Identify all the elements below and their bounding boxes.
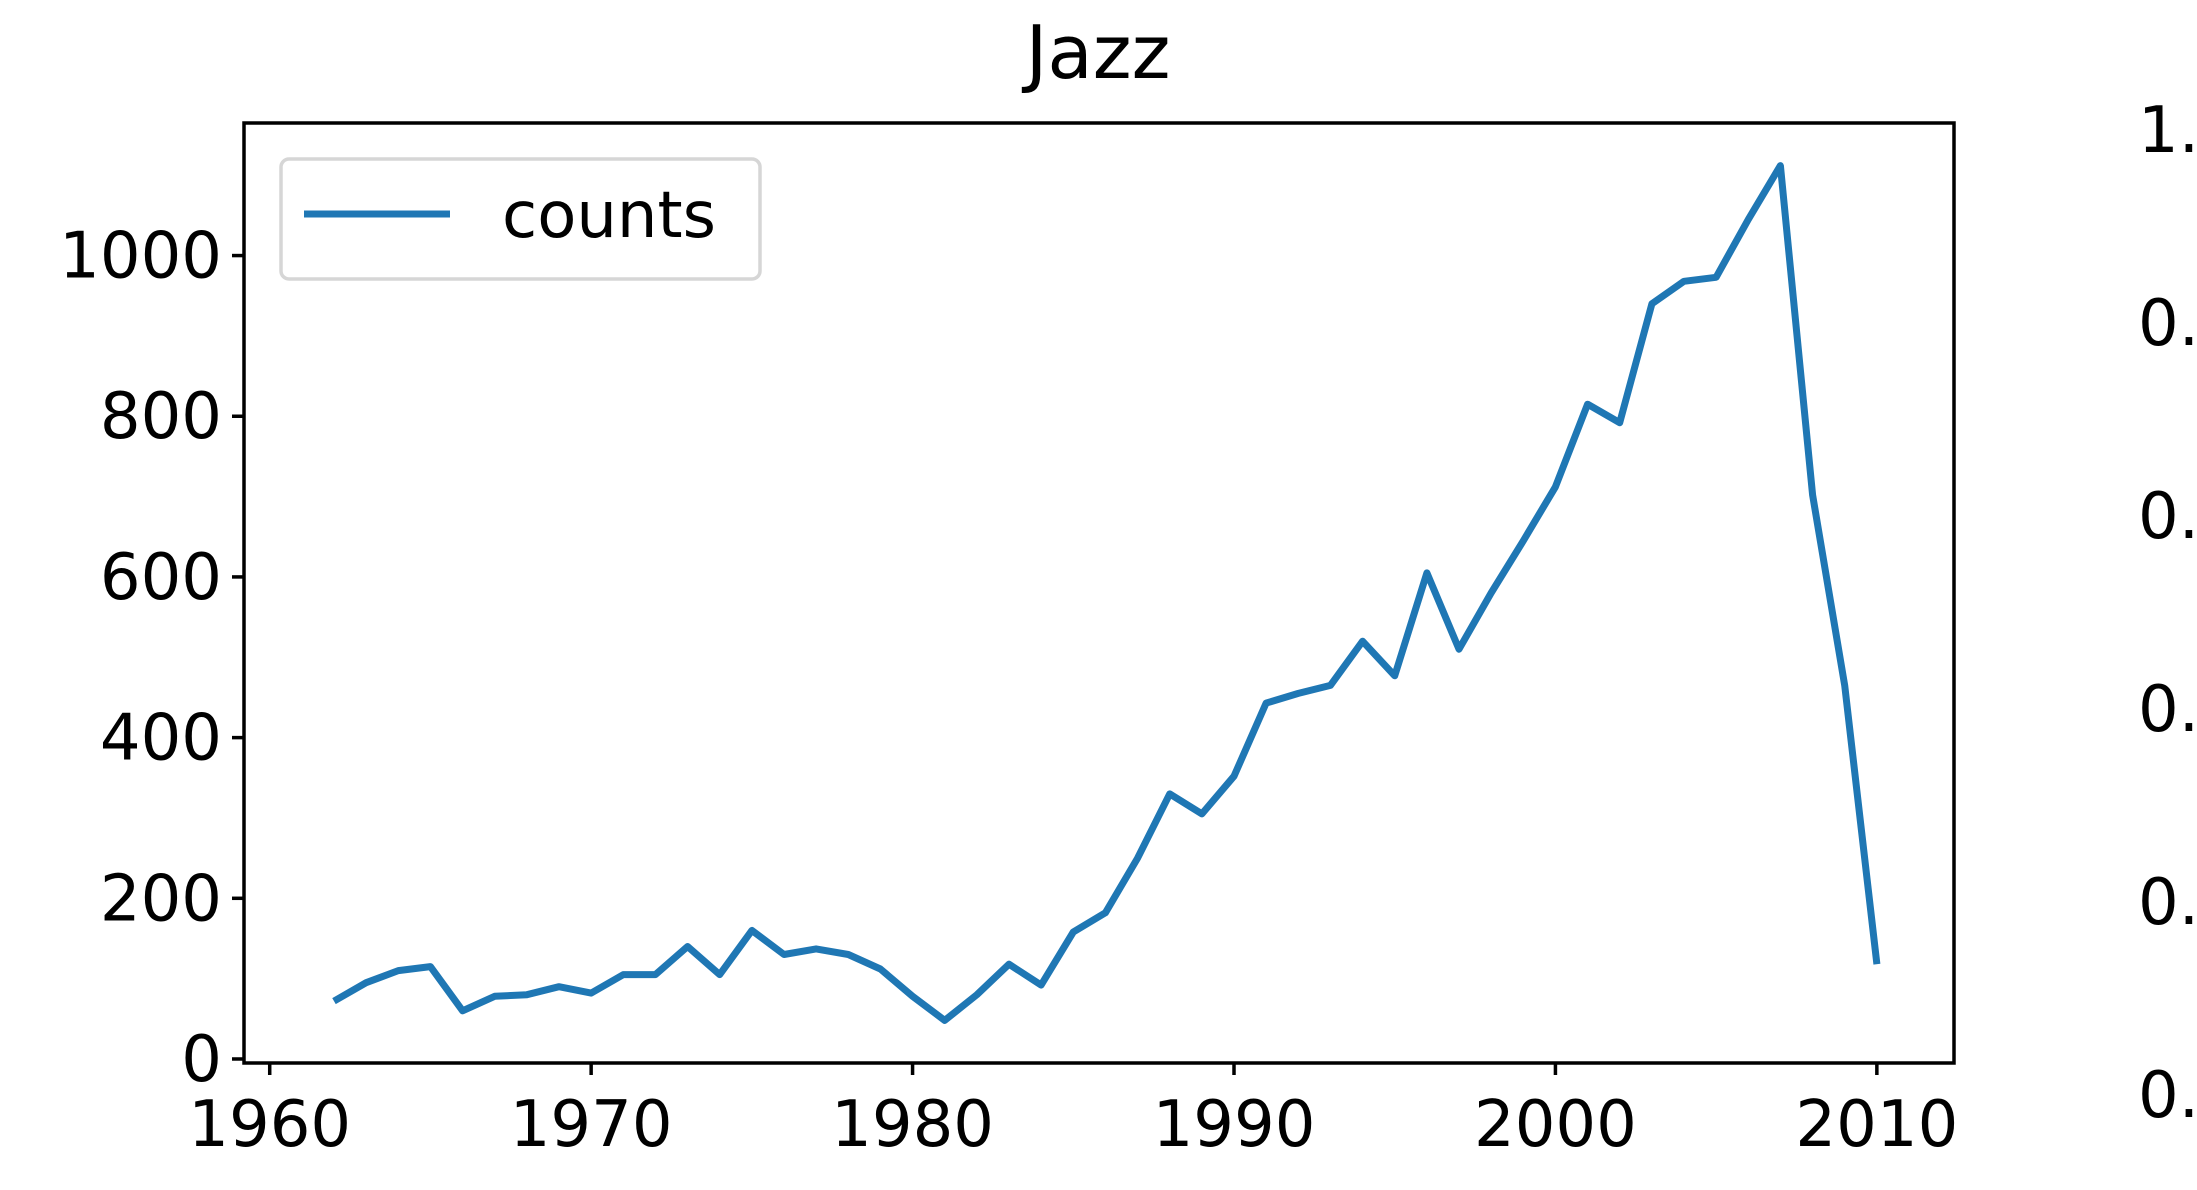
second-chart-y-tick-label: 0.	[2138, 866, 2197, 940]
chart-title: Jazz	[1022, 10, 1171, 96]
y-tick-label: 0	[181, 1023, 222, 1097]
x-tick-label: 1990	[1153, 1088, 1316, 1162]
legend-box	[279, 157, 762, 281]
legend: counts	[279, 157, 762, 281]
x-tick-label: 1980	[831, 1088, 994, 1162]
y-tick-label: 200	[100, 862, 222, 936]
x-tick-label: 2010	[1795, 1088, 1958, 1162]
second-chart-y-tick-label: 0.	[2138, 1059, 2197, 1133]
second-chart-y-tick-label: 0.	[2138, 673, 2197, 747]
x-tick-label: 1960	[188, 1088, 351, 1162]
y-tick-label: 800	[100, 380, 222, 454]
x-tick-label: 1970	[510, 1088, 673, 1162]
second-chart-y-tick-label: 1.	[2138, 94, 2197, 168]
y-tick-label: 1000	[59, 220, 222, 294]
second-chart-y-tick-label: 0.	[2138, 287, 2197, 361]
second-chart-y-tick-labels: 1. 0. 0. 0. 0. 0.	[2138, 94, 2197, 1133]
plot-area-frame	[242, 121, 1956, 1065]
x-tick-marks	[267, 1063, 1879, 1075]
legend-label-counts: counts	[502, 179, 716, 253]
y-tick-label: 600	[100, 541, 222, 615]
x-tick-labels: 1960 1970 1980 1990 2000 2010	[188, 1088, 1958, 1162]
series-line-counts	[332, 162, 1881, 1024]
y-tick-label: 400	[100, 702, 222, 776]
x-tick-label: 2000	[1474, 1088, 1637, 1162]
y-tick-marks	[232, 253, 244, 1061]
second-chart-y-tick-label: 0.	[2138, 480, 2197, 554]
y-tick-labels: 0 200 400 600 800 1000	[59, 220, 222, 1097]
